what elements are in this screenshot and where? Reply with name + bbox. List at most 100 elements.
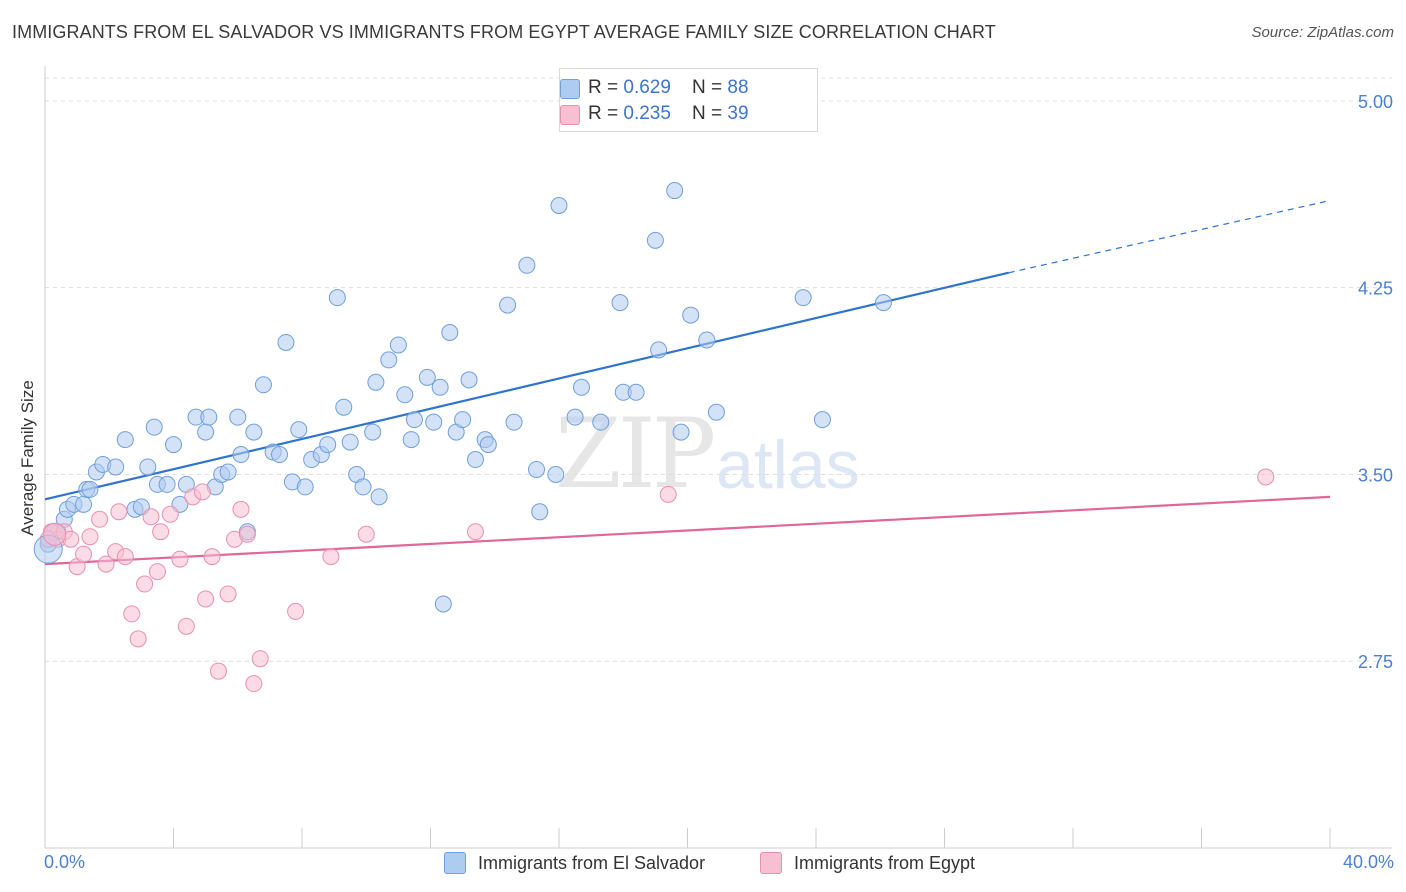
legend-r-label: R = (588, 77, 624, 98)
point-el-salvador (418, 368, 436, 386)
point-egypt (171, 550, 189, 568)
point-el-salvador (566, 408, 584, 426)
point-el-salvador (364, 423, 382, 441)
point-el-salvador (107, 458, 125, 476)
point-el-salvador (245, 423, 263, 441)
point-el-salvador (139, 458, 157, 476)
point-el-salvador (219, 463, 237, 481)
point-el-salvador (402, 431, 420, 449)
trend-lines (44, 199, 1331, 566)
point-el-salvador (592, 413, 610, 431)
point-el-salvador (547, 465, 565, 483)
point-el-salvador (145, 418, 163, 436)
point-el-salvador (165, 436, 182, 454)
point-el-salvador (354, 478, 372, 496)
point-el-salvador (813, 411, 831, 429)
point-el-salvador (672, 423, 690, 441)
point-el-salvador (341, 433, 359, 451)
point-el-salvador (296, 478, 314, 496)
legend-r-value: 0.629 (623, 77, 671, 98)
point-el-salvador (254, 376, 272, 394)
point-el-salvador (229, 408, 247, 426)
point-egypt (177, 617, 195, 635)
data-points (33, 182, 1275, 693)
source-label: Source: ZipAtlas.com (1251, 24, 1394, 41)
point-el-salvador (271, 446, 289, 464)
axes (44, 66, 1392, 849)
point-egypt (287, 602, 305, 620)
legend-r-value: 0.235 (623, 103, 671, 124)
point-el-salvador (380, 351, 398, 369)
point-egypt (219, 585, 237, 603)
point-el-salvador (698, 331, 716, 349)
point-egypt (81, 528, 99, 546)
legend-n-value: 39 (727, 103, 749, 124)
point-el-salvador (666, 182, 684, 200)
point-el-salvador (200, 408, 218, 426)
point-egypt (322, 548, 340, 566)
point-egypt (251, 650, 269, 668)
point-egypt (152, 523, 170, 541)
point-egypt (193, 483, 211, 501)
point-el-salvador (277, 333, 295, 351)
x-tick-max: 40.0% (1342, 852, 1394, 872)
series-legend-egypt: Immigrants from Egypt (760, 852, 975, 874)
legend-n-value: 88 (727, 77, 749, 98)
point-el-salvador (572, 378, 590, 396)
watermark-atlas: atlas (716, 427, 860, 503)
correlation-legend: R = 0.629 N = 88 R = 0.235 N = 39 (559, 68, 818, 132)
point-egypt (232, 500, 250, 518)
point-el-salvador (650, 341, 668, 359)
point-el-salvador (528, 460, 546, 478)
point-el-salvador (434, 595, 452, 613)
point-el-salvador (370, 488, 388, 506)
point-egypt (136, 575, 154, 593)
point-el-salvador (518, 256, 536, 274)
series-label: Immigrants from El Salvador (478, 852, 706, 873)
point-egypt (91, 510, 109, 528)
point-el-salvador (505, 413, 523, 431)
legend-n-label: N = (692, 103, 728, 124)
series-swatch-blue (444, 852, 466, 874)
point-egypt (357, 525, 375, 543)
point-egypt (123, 605, 141, 623)
point-el-salvador (460, 371, 478, 389)
trend-line-el-salvador-extension (1008, 199, 1331, 274)
point-egypt (148, 563, 166, 581)
legend-r-label: R = (588, 103, 624, 124)
point-egypt (659, 485, 677, 503)
chart-title: IMMIGRANTS FROM EL SALVADOR VS IMMIGRANT… (12, 22, 996, 42)
legend-row-egypt: R = 0.235 N = 39 (560, 101, 749, 127)
point-egypt (238, 525, 256, 543)
point-el-salvador (197, 423, 215, 441)
point-el-salvador (389, 336, 407, 354)
point-el-salvador (466, 451, 484, 469)
point-el-salvador (794, 289, 812, 307)
series-label: Immigrants from Egypt (794, 852, 976, 873)
point-el-salvador (367, 373, 385, 391)
point-el-salvador (290, 421, 308, 439)
legend-swatch-blue (560, 79, 580, 99)
trend-line-el-salvador (44, 271, 1010, 501)
point-el-salvador (479, 436, 497, 454)
point-el-salvador (396, 386, 414, 404)
point-el-salvador (328, 289, 346, 307)
y-tick-label: 2.75 (1358, 652, 1393, 672)
point-el-salvador (158, 475, 176, 493)
point-egypt (1257, 468, 1275, 486)
point-egypt (245, 675, 263, 693)
point-el-salvador (707, 403, 725, 421)
point-el-salvador (81, 480, 99, 498)
x-tick-min: 0.0% (44, 852, 86, 872)
point-egypt (116, 548, 134, 566)
point-el-salvador (425, 413, 443, 431)
legend-row-el-salvador: R = 0.629 N = 88 (560, 75, 749, 101)
y-tick-labels: 2.75 3.50 4.25 5.00 (1358, 92, 1393, 672)
point-egypt (161, 505, 179, 523)
point-el-salvador (646, 231, 664, 249)
point-el-salvador (319, 436, 337, 454)
point-egypt (129, 630, 147, 648)
point-el-salvador (611, 294, 629, 312)
point-el-salvador (405, 411, 423, 429)
y-tick-label: 5.00 (1358, 92, 1393, 112)
